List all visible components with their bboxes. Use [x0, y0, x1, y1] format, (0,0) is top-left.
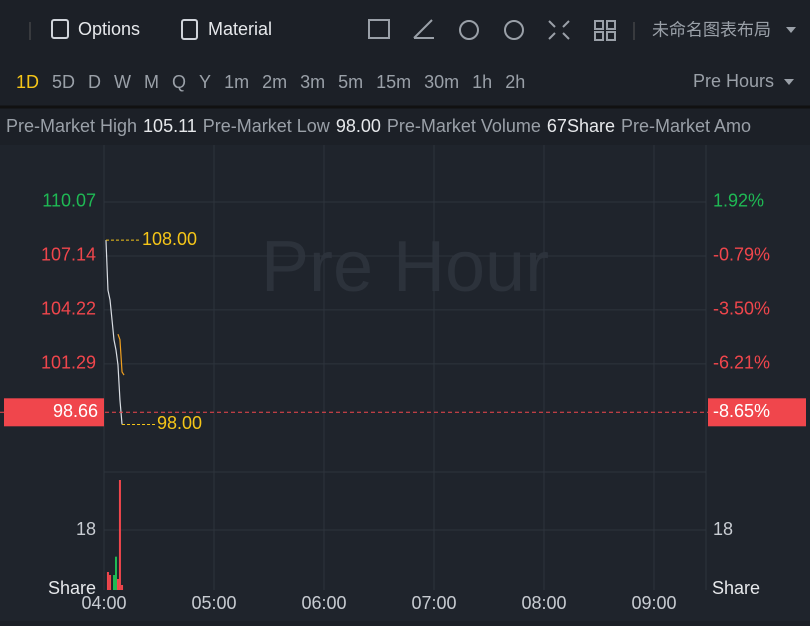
timeframe-button[interactable]: 2m: [262, 72, 287, 92]
x-tick-label: 06:00: [301, 593, 346, 613]
timeframe-button[interactable]: 3m: [300, 72, 325, 92]
y2-tick-label: 1.92%: [713, 191, 764, 211]
y-tick-label: 107.14: [41, 245, 96, 265]
volume-tick-label: 18: [76, 519, 96, 539]
material-button[interactable]: Material: [208, 19, 272, 39]
chart-area: [0, 145, 810, 621]
settings-icon[interactable]: [504, 20, 524, 40]
timeframe-button[interactable]: Y: [199, 72, 211, 92]
price-line: [105, 240, 123, 425]
reset-icon[interactable]: [459, 20, 479, 40]
timeframe-button[interactable]: 5m: [338, 72, 363, 92]
watermark: Pre Hour: [261, 227, 549, 307]
volume-bar: [113, 575, 116, 590]
timeframe-button[interactable]: Q: [172, 72, 186, 92]
x-tick-label: 09:00: [631, 593, 676, 613]
stat-label: Pre-Market High: [6, 116, 137, 136]
x-tick-label: 07:00: [411, 593, 456, 613]
timeframe-button[interactable]: M: [144, 72, 159, 92]
last-price-box: [4, 398, 104, 427]
stat-label: Pre-Market Low: [203, 116, 331, 136]
volume-bar: [106, 572, 109, 590]
session-select[interactable]: Pre Hours: [693, 71, 774, 91]
stat-label: Pre-Market Volume: [387, 116, 541, 136]
material-icon[interactable]: [181, 19, 198, 40]
fullscreen-icon[interactable]: [548, 20, 570, 40]
volume-bar: [116, 579, 119, 590]
price-line: [117, 333, 125, 376]
timeframe-button[interactable]: 1h: [472, 72, 492, 92]
x-tick-label: 04:00: [81, 593, 126, 613]
volume-unit: Share: [712, 578, 760, 598]
last-price-label: 98.66: [53, 401, 98, 421]
y2-tick-label: -3.50%: [713, 299, 770, 319]
draw-icon[interactable]: [413, 19, 434, 39]
high-label: 108.00: [142, 229, 197, 249]
volume-tick-label: 18: [713, 519, 733, 539]
stat-value: 105.11: [143, 116, 197, 136]
indicator-icon[interactable]: [368, 19, 390, 39]
x-tick-label: 08:00: [521, 593, 566, 613]
stat-label: Pre-Market Amo: [621, 116, 751, 136]
low-label: 98.00: [157, 413, 202, 433]
change-label: -8.65%: [713, 401, 770, 421]
timeframe-button[interactable]: W: [114, 72, 131, 92]
stat-value: 98.00: [336, 116, 381, 136]
timeframe-button[interactable]: 15m: [376, 72, 411, 92]
change-box: [708, 398, 806, 427]
dropdown-arrow: [784, 79, 794, 85]
y-tick-label: 110.07: [42, 191, 96, 211]
timeframe-button[interactable]: D: [88, 72, 101, 92]
y-tick-label: 104.22: [41, 299, 96, 319]
layout-icon[interactable]: [594, 20, 604, 30]
timeframe-button[interactable]: 30m: [424, 72, 459, 92]
timeframe-button[interactable]: 5D: [52, 72, 75, 92]
options-button[interactable]: Options: [78, 19, 140, 39]
y2-tick-label: -6.21%: [713, 352, 770, 372]
layout-select[interactable]: 未命名图表布局: [652, 20, 771, 39]
volume-bar: [118, 480, 121, 590]
volume-bar: [121, 585, 124, 590]
x-tick-label: 05:00: [191, 593, 236, 613]
volume-bar: [114, 556, 117, 590]
timeframe-button[interactable]: 1m: [224, 72, 249, 92]
timeframe-button[interactable]: 1D: [16, 72, 39, 92]
y2-tick-label: -0.79%: [713, 245, 770, 265]
dropdown-arrow: [786, 27, 796, 33]
volume-unit: Share: [48, 578, 96, 598]
volume-bar: [109, 575, 112, 590]
stat-value: 67Share: [547, 116, 615, 136]
y-tick-label: 101.29: [41, 353, 96, 373]
timeframe-button[interactable]: 2h: [505, 72, 525, 92]
options-icon[interactable]: [51, 19, 69, 39]
